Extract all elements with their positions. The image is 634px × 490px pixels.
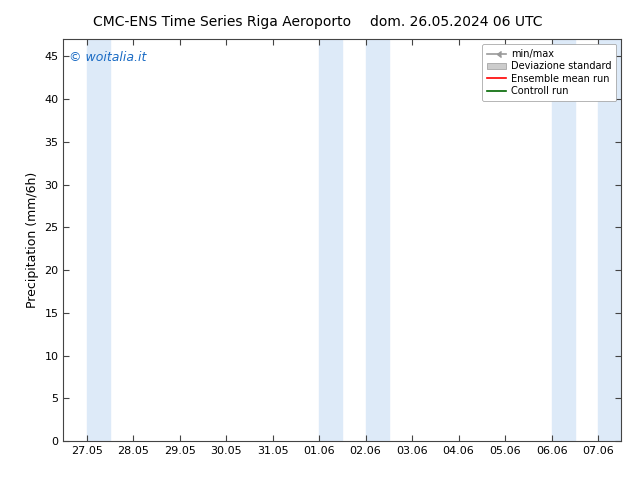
Text: © woitalia.it: © woitalia.it — [69, 51, 146, 64]
Legend: min/max, Deviazione standard, Ensemble mean run, Controll run: min/max, Deviazione standard, Ensemble m… — [482, 44, 616, 101]
Bar — [319, 39, 342, 441]
Bar — [87, 39, 110, 441]
Bar — [598, 39, 621, 441]
Y-axis label: Precipitation (mm/6h): Precipitation (mm/6h) — [26, 172, 39, 308]
Bar — [552, 39, 575, 441]
Text: dom. 26.05.2024 06 UTC: dom. 26.05.2024 06 UTC — [370, 15, 543, 29]
Bar — [366, 39, 389, 441]
Text: CMC-ENS Time Series Riga Aeroporto: CMC-ENS Time Series Riga Aeroporto — [93, 15, 351, 29]
